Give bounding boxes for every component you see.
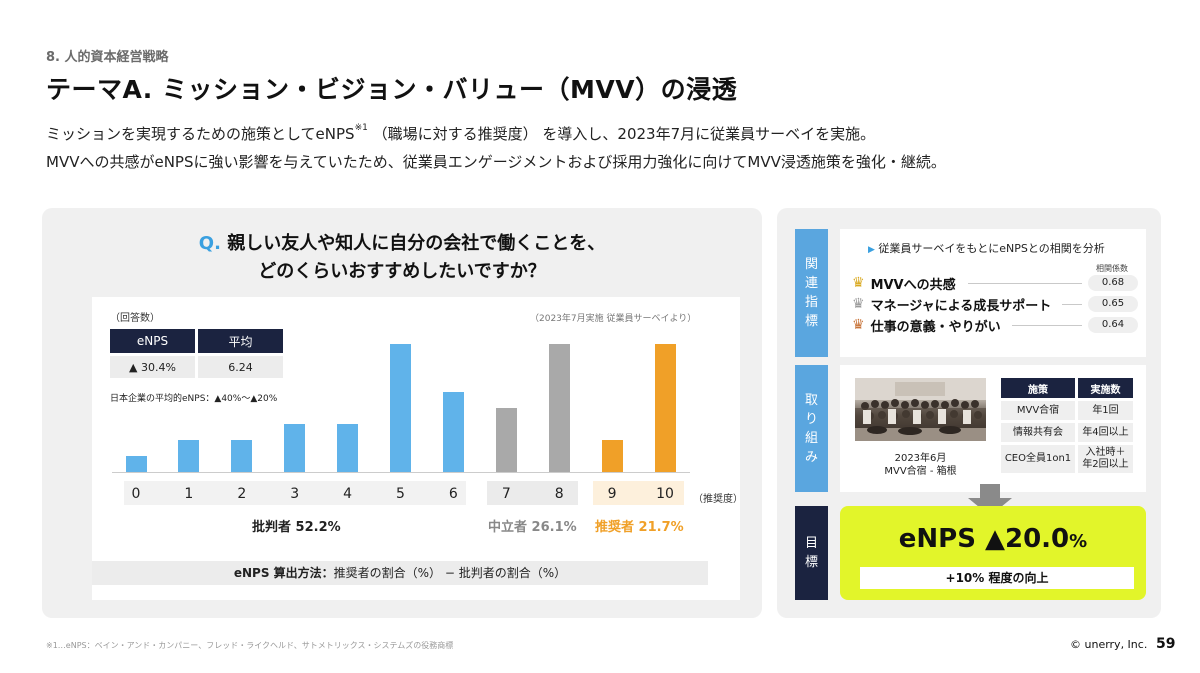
related-heading: ▶ 従業員サーベイをもとにeNPSとの相関を分析 bbox=[868, 242, 1105, 255]
page-number: 59 bbox=[1156, 636, 1176, 652]
frequency-header: 実施数 bbox=[1078, 378, 1133, 398]
initiative-cell: 情報共有会 bbox=[1001, 423, 1075, 442]
y-axis-label: （回答数） bbox=[110, 313, 160, 324]
correlation-value: 0.68 bbox=[1088, 275, 1138, 291]
correlation-value: 0.65 bbox=[1088, 296, 1138, 312]
footnote-ref: ※1 bbox=[354, 123, 368, 133]
enps-header: eNPS bbox=[110, 329, 195, 353]
question-mark: Q. bbox=[198, 233, 221, 254]
x-axis-label: （推奨度） bbox=[693, 494, 743, 505]
enps-stats-table: eNPS 平均 ▲ 30.4% 6.24 bbox=[107, 326, 286, 381]
initiative-cell: MVV合宿 bbox=[1001, 401, 1075, 420]
x-tick-label: 4 bbox=[343, 486, 353, 502]
initiative-cell: CEO全員1on1 bbox=[1001, 445, 1075, 473]
promoter-tick-band bbox=[593, 481, 684, 505]
chart-bar-1 bbox=[178, 440, 200, 472]
description-line-2: MVVへの共感がeNPSに強い影響を与えていたため、従業員エンゲージメントおよび… bbox=[46, 153, 946, 171]
silver-crown-icon: ♛ bbox=[852, 296, 865, 312]
average-header: 平均 bbox=[198, 329, 283, 353]
x-tick-label: 2 bbox=[237, 486, 247, 502]
correlation-row: ♛ MVVへの共感 bbox=[852, 275, 956, 293]
goal-subtext: +10% 程度の向上 bbox=[860, 567, 1134, 589]
tab-related-indicators: 関連指標 bbox=[795, 229, 828, 357]
description-line-1: ミッションを実現するための施策としてeNPS※1 （職場に対する推奨度） を導入… bbox=[46, 123, 876, 143]
copyright: © unerry, Inc. bbox=[1070, 638, 1148, 651]
chart-bar-0 bbox=[125, 456, 147, 472]
chart-bar-10 bbox=[654, 344, 676, 472]
chart-bar-4 bbox=[337, 424, 359, 472]
x-tick-label: 10 bbox=[656, 486, 674, 502]
leader-line bbox=[1062, 304, 1082, 305]
frequency-cell: 年1回 bbox=[1078, 401, 1133, 420]
chart-bar-6 bbox=[442, 392, 464, 472]
average-enps-note: 日本企業の平均的eNPS：▲40%〜▲20% bbox=[110, 394, 278, 404]
enps-value: ▲ 30.4% bbox=[110, 356, 195, 378]
passive-tick-band bbox=[487, 481, 578, 505]
section-label: 8. 人的資本経営戦略 bbox=[46, 50, 169, 65]
chart-bar-9 bbox=[601, 440, 623, 472]
detractor-share: 批判者 52.2% bbox=[252, 520, 341, 535]
group-photo bbox=[855, 378, 986, 441]
average-value: 6.24 bbox=[198, 356, 283, 378]
page-title: テーマA. ミッション・ビジョン・バリュー（MVV）の浸透 bbox=[46, 75, 738, 104]
detractor-tick-band bbox=[124, 481, 466, 505]
promoter-share: 推奨者 21.7% bbox=[595, 520, 684, 535]
chart-bar-8 bbox=[548, 344, 570, 472]
x-tick-label: 0 bbox=[131, 486, 141, 502]
survey-source-note: （2023年7月実施 従業員サーベイより） bbox=[530, 314, 697, 324]
correlation-row: ♛ 仕事の意義・やりがい bbox=[852, 317, 1001, 335]
survey-question: Q. 親しい友人や知人に自分の会社で働くことを、 どのくらいおすすめしたいですか… bbox=[198, 233, 606, 282]
leader-line bbox=[1012, 325, 1082, 326]
x-tick-label: 5 bbox=[396, 486, 405, 502]
bronze-crown-icon: ♛ bbox=[852, 317, 865, 333]
frequency-cell: 入社時＋ 年2回以上 bbox=[1078, 445, 1133, 473]
goal-value: eNPS ▲20.0% bbox=[898, 524, 1088, 554]
chart-bar-7 bbox=[495, 408, 517, 472]
initiatives-table: 施策 実施数 MVV合宿 年1回 情報共有会 年4回以上 CEO全員1on1 入… bbox=[998, 375, 1136, 476]
chart-bar-3 bbox=[284, 424, 306, 472]
x-axis-baseline bbox=[112, 472, 690, 473]
enps-formula: eNPS 算出方法：推奨者の割合（%） − 批判者の割合（%） bbox=[92, 561, 708, 585]
correlation-row: ♛ マネージャによる成長サポート bbox=[852, 296, 1052, 314]
tab-goal: 目標 bbox=[795, 506, 828, 600]
x-tick-label: 7 bbox=[501, 486, 511, 502]
x-tick-label: 6 bbox=[448, 486, 458, 502]
x-tick-label: 9 bbox=[607, 486, 617, 502]
triangle-bullet-icon: ▶ bbox=[868, 245, 875, 255]
correlation-value: 0.64 bbox=[1088, 317, 1138, 333]
frequency-cell: 年4回以上 bbox=[1078, 423, 1133, 442]
initiative-header: 施策 bbox=[1001, 378, 1075, 398]
correlation-header: 相関係数 bbox=[1096, 264, 1128, 273]
related-indicators-card bbox=[840, 229, 1146, 357]
footnote: ※1…eNPS：ベイン・アンド・カンパニー、フレッド・ライクヘルド、サトメトリッ… bbox=[46, 641, 454, 650]
down-arrow-icon bbox=[968, 484, 1012, 516]
leader-line bbox=[968, 283, 1082, 284]
group-photo-image bbox=[855, 378, 986, 441]
x-tick-label: 8 bbox=[554, 486, 564, 502]
photo-caption: 2023年6月 MVV合宿 - 箱根 bbox=[884, 453, 957, 477]
chart-bar-5 bbox=[390, 344, 411, 472]
x-tick-label: 1 bbox=[184, 486, 194, 502]
chart-bar-2 bbox=[231, 440, 253, 472]
tab-initiatives: 取り組み bbox=[795, 365, 828, 492]
passive-share: 中立者 26.1% bbox=[488, 520, 577, 535]
gold-crown-icon: ♛ bbox=[852, 275, 865, 291]
x-tick-label: 3 bbox=[290, 486, 300, 502]
